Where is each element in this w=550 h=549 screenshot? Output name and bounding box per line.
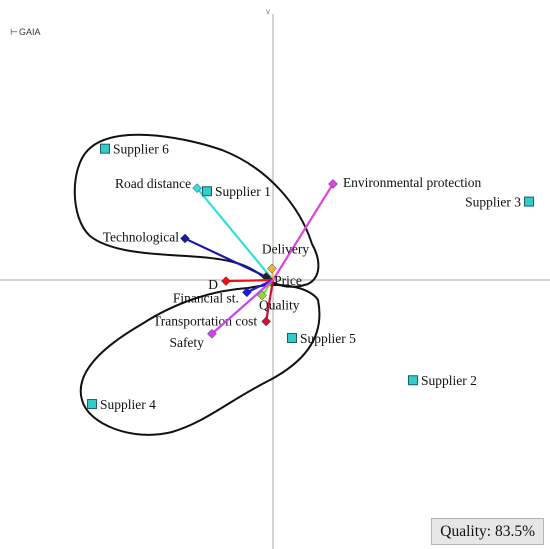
criterion-marker-transportation-cost <box>261 316 271 327</box>
alternative-marker-supplier-2 <box>407 375 418 386</box>
criterion-vector-financial-st <box>246 279 274 294</box>
criterion-label-road-distance: Road distance <box>115 176 191 191</box>
criterion-label-technological: Technological <box>103 230 180 245</box>
criterion-marker-technological <box>180 233 190 244</box>
gaia-title: GAIA <box>19 27 41 37</box>
vertical-axis-tag: v <box>266 7 270 16</box>
alternative-marker-supplier-3 <box>524 196 535 207</box>
criterion-vector-transportation-cost <box>265 279 275 322</box>
criterion-vector-technological <box>184 237 274 281</box>
criterion-label-delivery: Delivery <box>262 242 309 257</box>
alternative-label-supplier-4: Supplier 4 <box>100 397 156 412</box>
criterion-marker-quality <box>257 290 267 301</box>
alternative-label-supplier-2: Supplier 2 <box>421 373 477 388</box>
alternative-label-supplier-1: Supplier 1 <box>215 184 271 199</box>
criterion-label-transportation-cost: Transportation cost <box>153 313 257 328</box>
criteria-vectors: Environmental protection Road distance Tec… <box>103 175 482 350</box>
criterion-vector-environmental-protection <box>272 183 334 281</box>
criterion-vector-road-distance <box>196 187 274 281</box>
criterion-marker-environmental-protection <box>328 179 338 189</box>
alternative-marker-supplier-5 <box>286 332 297 343</box>
cluster-outline-bottom <box>79 284 321 436</box>
alternative-label-supplier-5: Supplier 5 <box>300 331 356 346</box>
alternative-label-supplier-3: Supplier 3 <box>465 195 521 210</box>
quality-indicator: Quality: 83.5% <box>431 518 544 545</box>
cluster-outlines <box>73 133 321 436</box>
gaia-title-icon: ⊢ <box>10 27 18 37</box>
alternative-marker-supplier-6 <box>99 143 110 154</box>
alternatives: Supplier 1 Supplier 2 Supplier 3 Supplier 4… <box>87 142 535 412</box>
criterion-label-financial-st: Financial st. <box>173 290 239 305</box>
criterion-label-price: Price <box>274 273 302 288</box>
criterion-marker-delivery <box>267 263 277 274</box>
criterion-vector-safety <box>211 279 274 335</box>
criterion-label-quality: Quality <box>259 297 300 312</box>
criterion-label-safety: Safety <box>169 335 204 350</box>
criterion-vector-d <box>225 278 274 283</box>
gaia-title-group: ⊢ GAIA <box>10 27 41 37</box>
alternative-marker-supplier-1 <box>202 186 212 197</box>
alternative-label-supplier-6: Supplier 6 <box>113 142 169 157</box>
criterion-label-environmental-protection: Environmental protection <box>343 175 482 190</box>
criterion-label-d: D <box>208 277 218 292</box>
criterion-marker-road-distance <box>192 183 202 194</box>
criterion-marker-financial-st <box>242 287 252 298</box>
alternative-marker-supplier-4 <box>87 399 98 410</box>
criterion-marker-d <box>221 276 231 286</box>
criterion-marker-safety <box>207 328 217 339</box>
